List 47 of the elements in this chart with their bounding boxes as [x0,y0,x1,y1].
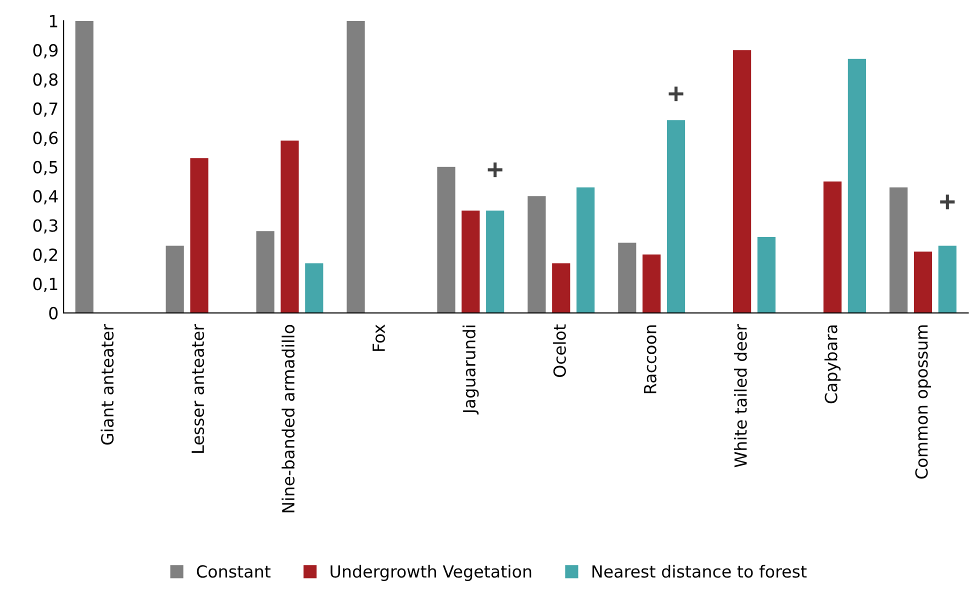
bar [256,231,274,313]
legend-label: Nearest distance to forest [592,564,807,578]
x-tick-label: Fox [372,324,386,351]
y-tick-label: 0,5 [33,160,58,176]
y-tick-label: 0,1 [33,278,58,292]
x-tick-label: Lesser anteater [192,324,204,453]
bar [666,120,686,313]
x-tick-label: Nine-banded armadillo [282,324,295,512]
x-tick-label: Jaguarundi [462,326,479,415]
bar [642,254,661,313]
x-tick-label: White tailed deer [734,324,747,468]
bar [848,58,866,313]
y-tick-label: 0,7 [33,102,58,117]
y-tick-label: 0,9 [33,44,58,58]
bar [823,181,842,313]
bar [280,140,299,313]
bar [890,187,908,313]
bar [166,246,184,313]
x-tick-label: Capybara [824,326,841,404]
bar [486,210,504,313]
bar [437,166,456,313]
legend-label: Undergrowth Vegetation [330,564,532,581]
y-tick-label: 0,8 [33,73,58,88]
bar [552,263,570,313]
y-tick-label: 0,4 [33,190,58,204]
bar [462,210,480,313]
bar [757,236,776,313]
y-tick-label: 0,2 [33,248,58,263]
y-tick-label: 1 [50,15,58,28]
bar [914,252,932,313]
x-tick-label: Giant anteater [100,324,114,445]
bar [618,242,636,313]
y-tick-label: 0,3 [33,219,58,234]
y-tick-label: 0,6 [33,132,58,146]
bar [576,187,595,313]
bar [305,263,324,313]
bar [75,20,94,313]
y-tick-label: 0 [49,306,58,320]
x-tick-label: Common opossum [915,325,932,479]
bar [346,20,365,313]
x-tick-label: Raccoon [644,325,656,394]
bar [190,158,208,313]
legend-label: Constant [196,565,271,578]
bar [528,196,546,313]
bar [938,246,956,313]
x-tick-label: Ocelot [553,324,566,377]
bar [733,50,752,313]
